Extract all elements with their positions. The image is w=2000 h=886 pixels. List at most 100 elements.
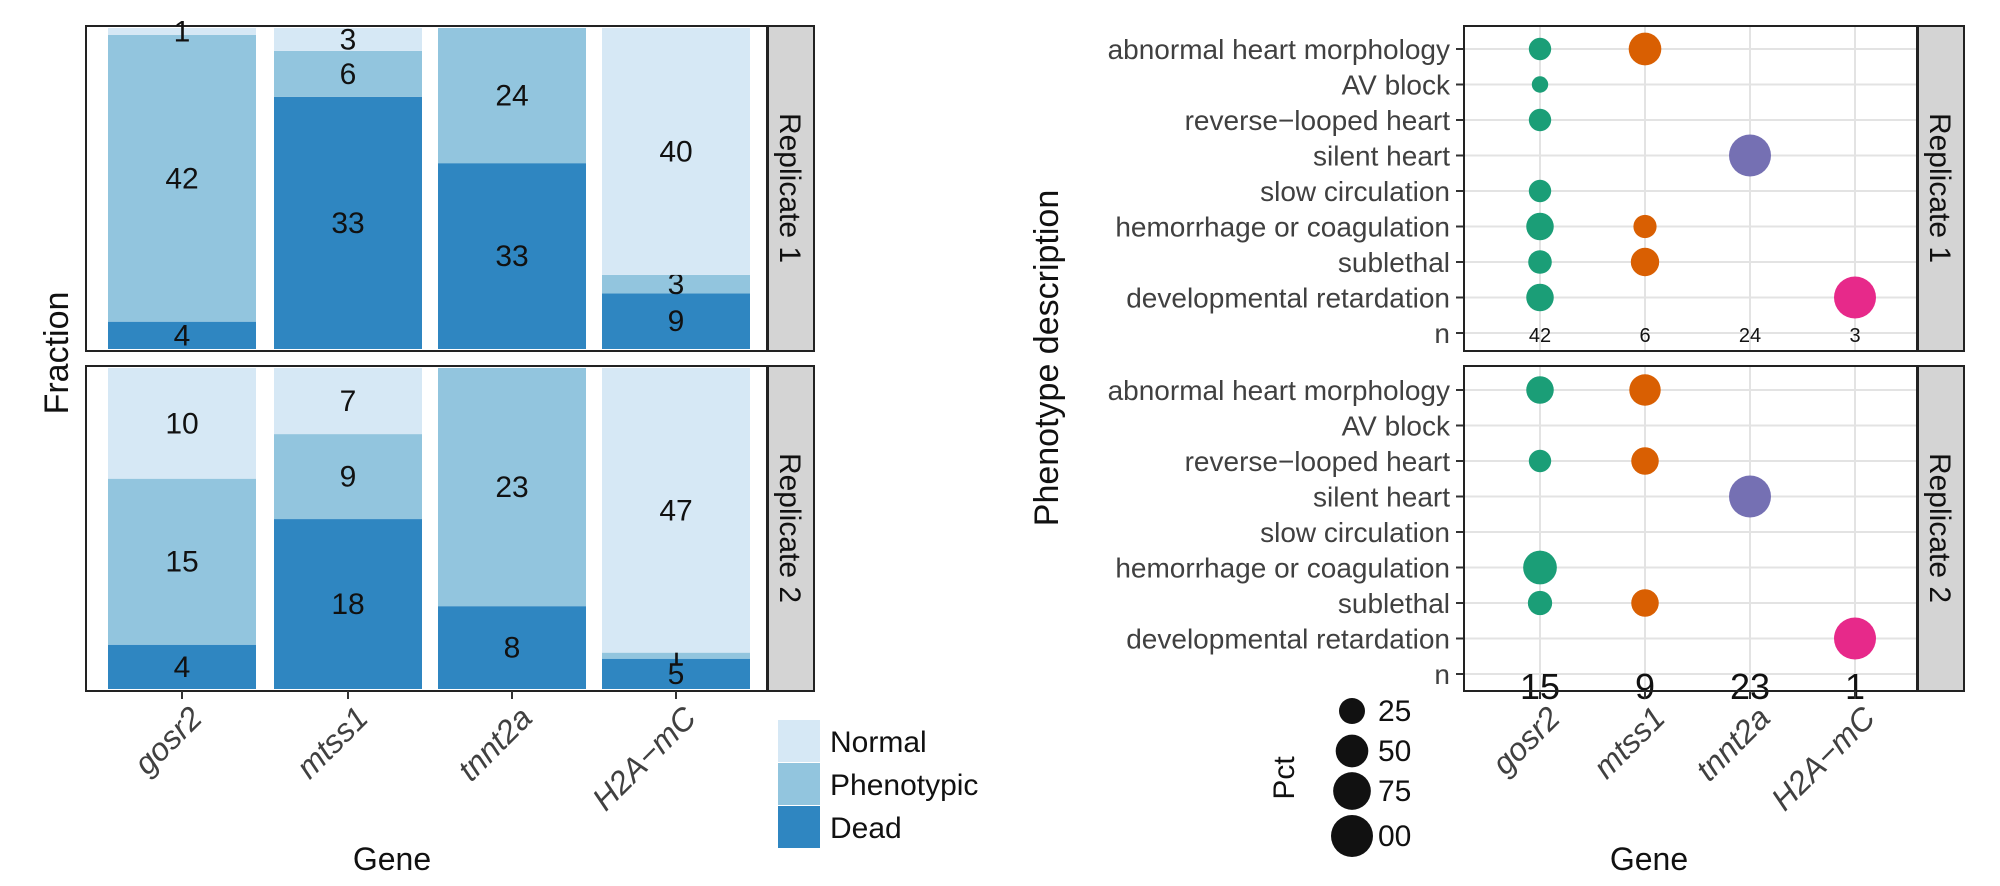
bar-value-label: 9 [668, 305, 685, 338]
dot-mtss1-hemorrhage-or-coagulation [1633, 214, 1657, 239]
y-tick-label-silent-heart: silent heart [1313, 141, 1450, 172]
x-tick-label: tnnt2a [1689, 699, 1777, 787]
bar-segment-tnnt2a-phenotypic [438, 368, 586, 607]
facet-strip [767, 25, 815, 352]
n-count-h2a-mc: 1 [1845, 666, 1865, 707]
y-tick-label-silent-heart: silent heart [1313, 482, 1450, 513]
y-tick-label-slow-circulation: slow circulation [1260, 176, 1450, 207]
dot-panel-replicate-2: abnormal heart morphology AV block reverse… [1108, 365, 1965, 707]
bar-segment-h2a-mc-dead [602, 658, 750, 689]
dot-gosr2-sublethal [1528, 250, 1552, 274]
dot-mtss1-abnormal-heart-morphology [1629, 374, 1661, 406]
dot-chart-y-axis-label: Phenotype description [1028, 190, 1066, 526]
n-count-h2a-mc: 3 [1849, 325, 1860, 347]
y-tick-label-hemorrhage-or-coagulation: hemorrhage or coagulation [1115, 212, 1450, 243]
x-tick-label: mtss1 [1586, 699, 1672, 785]
bar-value-label: 18 [331, 588, 364, 621]
n-count-tnnt2a: 24 [1739, 325, 1761, 347]
y-tick-label-developmental-retardation: developmental retardation [1126, 283, 1450, 314]
dot-mtss1-reverse-looped-heart [1631, 447, 1659, 475]
facet-strip-label: Replicate 1 [1923, 113, 1956, 263]
bar-segment-gosr2-phenotypic [108, 478, 256, 645]
dot-gosr2-abnormal-heart-morphology [1526, 376, 1554, 404]
bar-segment-tnnt2a-dead [438, 606, 586, 689]
size-legend: Pct 25 50 75 00 [1268, 695, 1411, 857]
bar-value-label: 15 [165, 546, 198, 579]
x-tick-label: tnnt2a [451, 699, 539, 787]
bar-value-label: 23 [495, 471, 528, 504]
facet-strip-label: Replicate 1 [773, 113, 806, 263]
bar-chart-x-axis-label: Gene [353, 841, 431, 877]
bar-value-label: 9 [340, 461, 357, 494]
dot-chart-x-axis-label: Gene [1610, 841, 1688, 877]
bar-segment-h2a-mc-dead [602, 293, 750, 349]
dot-gosr2-developmental-retardation [1526, 283, 1554, 312]
y-tick-label-developmental-retardation: developmental retardation [1126, 624, 1450, 655]
n-count-mtss1: 9 [1635, 666, 1655, 707]
x-tick-label: H2A−mC [1764, 699, 1883, 818]
y-tick-label-sublethal: sublethal [1338, 247, 1450, 278]
legend-key-normal [778, 720, 820, 762]
size-legend-key [1339, 698, 1365, 724]
dot-gosr2-hemorrhage-or-coagulation [1523, 550, 1557, 585]
n-count-gosr2: 42 [1529, 325, 1551, 347]
size-legend-title: Pct [1268, 756, 1301, 800]
legend-label-dead: Dead [830, 812, 902, 845]
dot-gosr2-abnormal-heart-morphology [1528, 37, 1552, 61]
bar-segment-h2a-mc-normal [602, 28, 750, 275]
y-tick-label-reverse-looped-heart: reverse−looped heart [1185, 446, 1451, 477]
dot-chart: Phenotype description Gene abnormal hear… [1028, 25, 1965, 877]
bar-value-label: 3 [668, 268, 685, 301]
bar-segment-gosr2-phenotypic [108, 34, 256, 322]
bar-value-label: 33 [495, 240, 528, 273]
dot-mtss1-sublethal [1631, 589, 1659, 617]
bar-value-label: 10 [165, 407, 198, 440]
facet-strip [1917, 25, 1965, 352]
bar-segment-gosr2-dead [108, 644, 256, 689]
y-tick-label-n: n [1434, 659, 1450, 690]
dot-gosr2-hemorrhage-or-coagulation [1526, 212, 1554, 241]
y-tick-label-n: n [1434, 318, 1450, 349]
dot-gosr2-sublethal [1527, 590, 1553, 616]
size-legend-key [1335, 734, 1369, 768]
facet-strip-label: Replicate 2 [773, 453, 806, 603]
bar-segment-h2a-mc-phenotypic [602, 274, 750, 294]
bar-value-label: 5 [668, 658, 685, 691]
bar-segment-h2a-mc-normal [602, 368, 750, 653]
dot-tnnt2a-silent-heart [1729, 475, 1771, 518]
legend-label-normal: Normal [830, 726, 927, 759]
bar-segment-tnnt2a-dead [438, 163, 586, 349]
x-tick-label: gosr2 [1485, 699, 1567, 781]
bar-segment-gosr2-normal [108, 368, 256, 479]
x-tick-label: gosr2 [127, 699, 209, 781]
dot-h2a-mc-developmental-retardation [1834, 617, 1876, 660]
dot-tnnt2a-silent-heart [1729, 134, 1771, 177]
bar-value-label: 24 [495, 80, 528, 113]
n-count-gosr2: 15 [1520, 666, 1560, 707]
size-legend-label: 00 [1378, 820, 1411, 853]
x-tick-label: mtss1 [289, 699, 375, 785]
y-tick-label-slow-circulation: slow circulation [1260, 517, 1450, 548]
bar-value-label: 7 [340, 385, 357, 418]
y-tick-label-sublethal: sublethal [1338, 588, 1450, 619]
bar-value-label: 3 [340, 23, 357, 56]
bar-x-axis: gosr2 mtss1 tnnt2a H2A−mC [127, 691, 704, 817]
dot-h2a-mc-developmental-retardation [1834, 276, 1876, 319]
bar-value-label: 47 [659, 494, 692, 527]
facet-strip [767, 365, 815, 692]
bar-segment-mtss1-dead [274, 519, 422, 689]
bar-segment-gosr2-normal [108, 28, 256, 35]
legend-label-phenotypic: Phenotypic [830, 769, 978, 802]
y-tick-label-abnormal-heart-morphology: abnormal heart morphology [1108, 34, 1450, 65]
y-tick-label-av-block: AV block [1342, 411, 1451, 442]
size-legend-label: 25 [1378, 695, 1411, 728]
dot-gosr2-slow-circulation [1528, 179, 1552, 203]
bar-value-label: 6 [340, 58, 357, 91]
size-legend-label: 75 [1378, 775, 1411, 808]
legend-key-dead [778, 806, 820, 848]
